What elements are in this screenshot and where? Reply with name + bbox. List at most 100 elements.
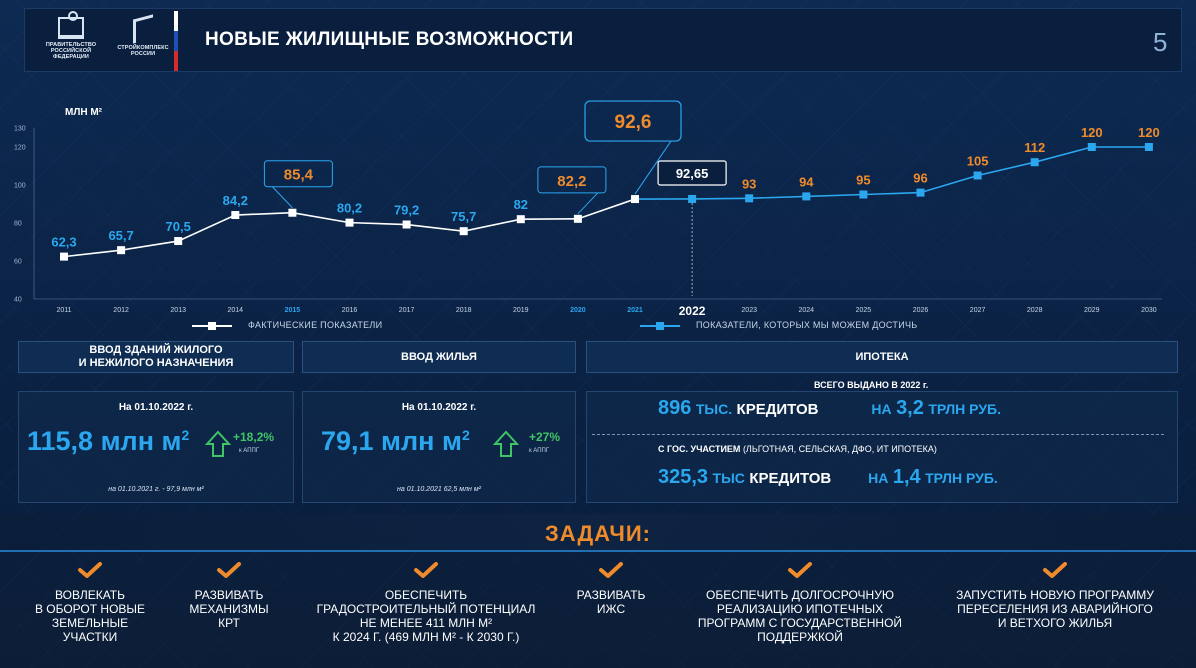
panel-mortgage-title: ИПОТЕКА: [586, 341, 1178, 373]
check-icon: [599, 562, 623, 578]
mortgage-issued-title: ВСЕГО ВЫДАНО В 2022 г.: [814, 380, 929, 390]
stroykompleks-logo: СТРОЙКОМПЛЕКС РОССИИ: [115, 14, 171, 67]
actual-point: [288, 208, 297, 217]
y-tick-label: 60: [14, 259, 22, 266]
data-label: 105: [967, 154, 989, 169]
check-icon: [217, 562, 241, 578]
task-item: ВОВЛЕКАТЬ В ОБОРОТ НОВЫЕ ЗЕМЕЛЬНЫЕ УЧАСТ…: [20, 562, 160, 644]
legend-target: ПОКАЗАТЕЛИ, КОТОРЫХ МЫ МОЖЕМ ДОСТИЧЬ: [640, 320, 917, 330]
growth-arrow-icon: [205, 430, 231, 457]
task-text: РАЗВИВАТЬ МЕХАНИЗМЫ КРТ: [189, 588, 269, 630]
panel-mortgage: [586, 391, 1178, 503]
callout-value: 82,2: [557, 173, 586, 190]
x-tick-label: 2030: [1141, 307, 1157, 314]
mortgage-separator: [592, 434, 1164, 435]
y-axis-label: МЛН М²: [65, 107, 103, 118]
actual-point: [402, 220, 411, 229]
buildings-value: 115,8 млн м2: [27, 426, 190, 456]
x-tick-label: 2025: [856, 307, 872, 314]
x-tick-label: 2029: [1084, 307, 1100, 314]
target-point: [916, 188, 925, 197]
data-label: 62,3: [51, 235, 76, 250]
legend-actual-line: [192, 321, 232, 330]
actual-point: [117, 246, 126, 255]
callout-box: [263, 160, 333, 188]
task-text: ОБЕСПЕЧИТЬ ДОЛГОСРОЧНУЮ РЕАЛИЗАЦИЮ ИПОТЕ…: [697, 588, 903, 644]
buildings-growth: +18,2%: [233, 430, 275, 444]
callout-value: 92,6: [615, 112, 652, 133]
x-tick-label: 2023: [741, 307, 757, 314]
data-label: 75,7: [451, 209, 476, 224]
page-number: 5: [1153, 27, 1168, 57]
mortgage-state-support-title: С ГОС. УЧАСТИЕМ (ЛЬГОТНАЯ, СЕЛЬСКАЯ, ДФО…: [658, 444, 937, 454]
data-label: 120: [1081, 125, 1103, 140]
actual-point: [60, 252, 68, 261]
task-item: ОБЕСПЕЧИТЬ ДОЛГОСРОЧНУЮ РЕАЛИЗАЦИЮ ИПОТЕ…: [680, 562, 920, 644]
y-tick-label: 130: [14, 126, 26, 133]
y-tick-label: 80: [14, 221, 22, 228]
data-label: 70,5: [166, 219, 191, 234]
data-label: 92,65: [676, 166, 709, 181]
legend-actual-label: ФАКТИЧЕСКИЕ ПОКАЗАТЕЛИ: [248, 320, 383, 330]
y-tick-label: 40: [14, 297, 22, 304]
x-tick-label: 2016: [342, 307, 358, 314]
background-city: [0, 478, 1196, 668]
data-label: 79,2: [394, 203, 419, 218]
callout-pointer: [577, 192, 599, 215]
target-point: [1030, 158, 1039, 167]
actual-point: [631, 195, 639, 204]
government-building-icon: [58, 11, 84, 39]
callout-value: 85,4: [284, 167, 314, 184]
actual-point: [345, 218, 354, 227]
task-item: РАЗВИВАТЬ МЕХАНИЗМЫ КРТ: [166, 562, 292, 630]
slide-header: ПРАВИТЕЛЬСТВО РОССИЙСКОЙ ФЕДЕРАЦИИ СТРОЙ…: [24, 8, 1182, 72]
tasks-title: ЗАДАЧИ:: [545, 521, 651, 546]
panel-buildings: На 01.10.2022 г. 115,8 млн м2 +18,2% к А…: [18, 391, 294, 503]
data-label: 96: [913, 171, 927, 186]
x-tick-label: 2027: [970, 307, 986, 314]
legend-actual: ФАКТИЧЕСКИЕ ПОКАЗАТЕЛИ: [192, 320, 382, 330]
x-tick-label: 2026: [913, 307, 929, 314]
housing-chart: 40 60 80 100 120 130 МЛН М² 2011 2012 2013 2014 201…: [14, 100, 1162, 318]
x-tick-label: 2017: [399, 307, 415, 314]
x-tick-label: 2011: [56, 307, 71, 314]
x-tick-label: 2020: [570, 307, 586, 314]
x-tick-label: 2028: [1027, 307, 1043, 314]
task-text: ВОВЛЕКАТЬ В ОБОРОТ НОВЫЕ ЗЕМЕЛЬНЫЕ УЧАСТ…: [34, 588, 146, 644]
legend-target-line: [640, 321, 680, 330]
check-icon: [414, 562, 438, 578]
actual-point: [459, 227, 468, 236]
x-tick-label: 2013: [170, 307, 186, 314]
data-label: 84,2: [223, 193, 248, 208]
target-point: [859, 190, 868, 199]
target-point: [688, 194, 697, 203]
panel-buildings-title: ВВОД ЗДАНИЙ ЖИЛОГО И НЕЖИЛОГО НАЗНАЧЕНИЯ: [18, 341, 294, 373]
government-logo-text: ПРАВИТЕЛЬСТВО РОССИЙСКОЙ ФЕДЕРАЦИИ: [45, 42, 97, 60]
housing-growth-note: к АППГ: [529, 448, 550, 454]
housing-growth: +27%: [529, 430, 561, 444]
actual-point: [231, 211, 240, 220]
housing-footnote: на 01.10.2021 62,5 млн м²: [397, 486, 481, 493]
actual-point: [573, 214, 582, 223]
legend-target-label: ПОКАЗАТЕЛИ, КОТОРЫХ МЫ МОЖЕМ ДОСТИЧЬ: [696, 320, 918, 330]
buildings-footnote: на 01.10.2021 г. - 97,9 млн м²: [108, 486, 204, 493]
data-label: 93: [742, 176, 756, 191]
check-icon: [788, 562, 812, 578]
x-tick-label: 2014: [228, 307, 244, 314]
task-text: ОБЕСПЕЧИТЬ ГРАДОСТРОИТЕЛЬНЫЙ ПОТЕНЦИАЛ Н…: [316, 588, 536, 644]
data-label: 82: [514, 197, 528, 212]
government-logo: ПРАВИТЕЛЬСТВО РОССИЙСКОЙ ФЕДЕРАЦИИ: [39, 11, 103, 67]
target-point: [973, 171, 982, 180]
task-text: ЗАПУСТИТЬ НОВУЮ ПРОГРАММУ ПЕРЕСЕЛЕНИЯ ИЗ…: [956, 588, 1154, 630]
callout-pointer: [272, 186, 293, 209]
data-label: 65,7: [108, 228, 133, 243]
task-item: ЗАПУСТИТЬ НОВУЮ ПРОГРАММУ ПЕРЕСЕЛЕНИЯ ИЗ…: [930, 562, 1180, 630]
data-label: 80,2: [337, 201, 362, 216]
russian-flag-stripe: [174, 11, 178, 71]
tasks-bar: [0, 514, 1196, 552]
callout-pointer: [634, 140, 672, 195]
x-tick-label: 2015: [285, 307, 301, 314]
task-text: РАЗВИВАТЬ ИЖС: [576, 588, 646, 616]
target-point: [1087, 143, 1096, 151]
